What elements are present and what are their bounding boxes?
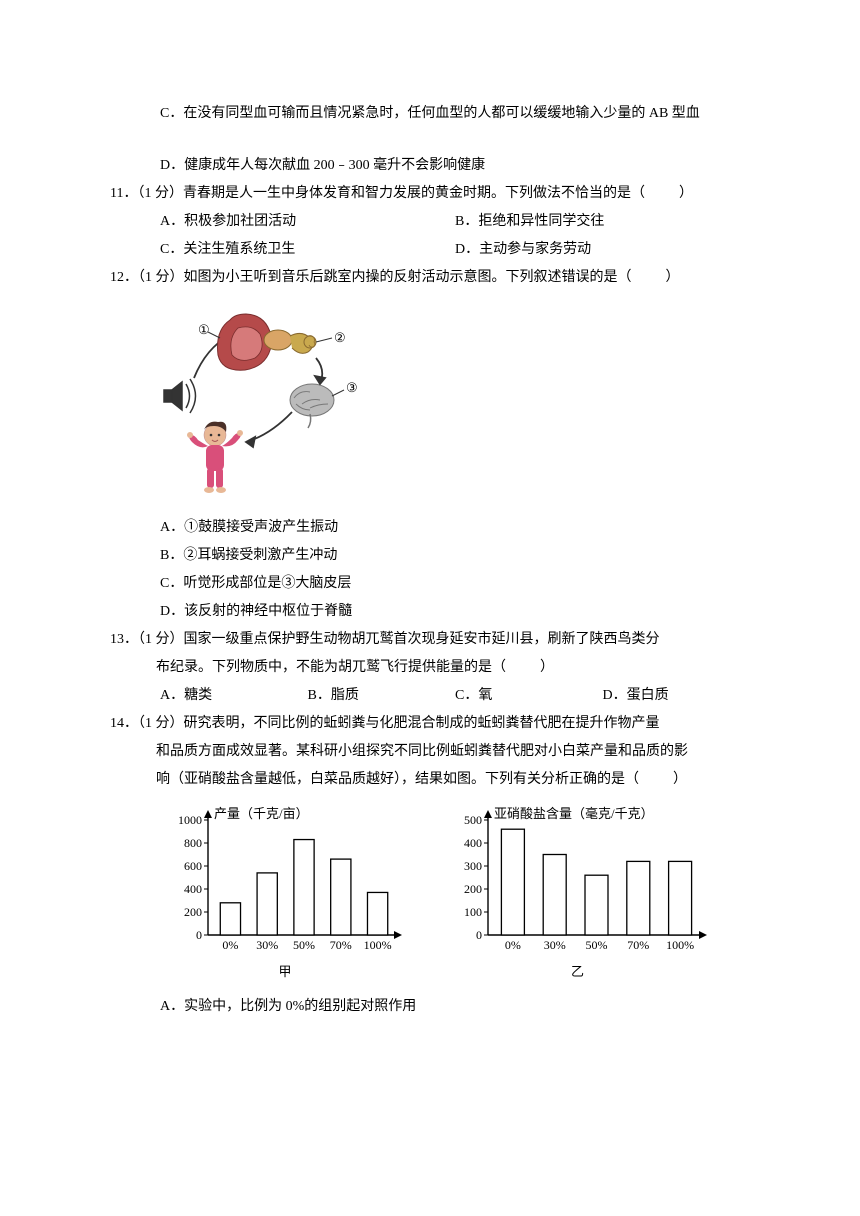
q14-stem-l3: 响（亚硝酸盐含量越低，白菜品质越好），结果如图。下列有关分析正确的是（） <box>110 766 750 794</box>
q13-stem-l1: 13．（1 分）国家一级重点保护野生动物胡兀鹫首次现身延安市延川县，刷新了陕西鸟… <box>110 626 750 654</box>
arrow-ear-brain <box>315 358 325 384</box>
svg-text:亚硝酸盐含量（毫克/千克）: 亚硝酸盐含量（毫克/千克） <box>494 806 654 821</box>
svg-text:50%: 50% <box>293 938 315 952</box>
paren: ） <box>679 186 693 201</box>
label-two: ② <box>316 330 346 345</box>
svg-text:0%: 0% <box>505 938 521 952</box>
q12-stem: 12．（1 分）如图为小王听到音乐后跳室内操的反射活动示意图。下列叙述错误的是（… <box>110 264 750 292</box>
svg-text:70%: 70% <box>330 938 352 952</box>
svg-text:100%: 100% <box>666 938 694 952</box>
q14-chart2: 0 100 200 300 400 500 0% 30% 50% 70% 100% 亚硝酸盐含量（毫克… <box>440 802 715 985</box>
q11-options-row1: A．积极参加社团活动 B．拒绝和异性同学交往 <box>110 208 750 236</box>
svg-text:0: 0 <box>196 928 202 942</box>
svg-text:800: 800 <box>184 836 202 850</box>
q11-optD: D．主动参与家务劳动 <box>455 236 750 264</box>
svg-text:0%: 0% <box>222 938 238 952</box>
q12-figure: ① ② ③ <box>110 300 750 506</box>
svg-text:400: 400 <box>464 836 482 850</box>
ear-diagram <box>218 314 317 370</box>
q11-stem-text: 11．（1 分）青春期是人一生中身体发育和智力发展的黄金时期。下列做法不恰当的是… <box>110 186 645 201</box>
q14-stem-l2: 和品质方面成效显著。某科研小组探究不同比例蚯蚓粪替代肥对小白菜产量和品质的影 <box>110 738 750 766</box>
svg-text:500: 500 <box>464 813 482 827</box>
svg-text:产量（千克/亩）: 产量（千克/亩） <box>214 806 309 821</box>
q11-optC: C．关注生殖系统卫生 <box>160 236 455 264</box>
q14-stem-l1: 14．（1 分）研究表明，不同比例的蚯蚓粪与化肥混合制成的蚯蚓粪替代肥在提升作物… <box>110 710 750 738</box>
svg-text:70%: 70% <box>627 938 649 952</box>
q12-optD: D．该反射的神经中枢位于脊髓 <box>110 598 750 626</box>
q12-optC: C．听觉形成部位是③大脑皮层 <box>110 570 750 598</box>
svg-text:0: 0 <box>476 928 482 942</box>
q12-optA: A．①鼓膜接受声波产生振动 <box>110 514 750 542</box>
q13-optA: A．糖类 <box>160 682 308 710</box>
q14-chart1: 0 200 400 600 800 1000 0% 30% 50% 70% 100% 产量（千克/亩）… <box>160 802 410 985</box>
prev-option-d: D．健康成年人每次献血 200﹣300 毫升不会影响健康 <box>110 152 750 180</box>
prev-option-c: C．在没有同型血可输而且情况紧急时，任何血型的人都可以缓缓地输入少量的 AB 型… <box>110 100 750 128</box>
svg-text:②: ② <box>334 330 346 345</box>
svg-text:30%: 30% <box>256 938 278 952</box>
q13-stem-l2: 布纪录。下列物质中，不能为胡兀鹫飞行提供能量的是（） <box>110 654 750 682</box>
speaker-icon <box>164 379 196 413</box>
chart2-caption: 乙 <box>440 959 715 985</box>
label-one: ① <box>198 322 220 338</box>
label-three: ③ <box>332 380 358 396</box>
svg-text:50%: 50% <box>586 938 608 952</box>
q13-optC: C．氧 <box>455 682 603 710</box>
q14-optA: A．实验中，比例为 0%的组别起对照作用 <box>110 993 750 1021</box>
brain-icon <box>290 384 334 428</box>
svg-text:1000: 1000 <box>178 813 202 827</box>
q11-optA: A．积极参加社团活动 <box>160 208 455 236</box>
svg-text:400: 400 <box>184 882 202 896</box>
q12-stem-text: 12．（1 分）如图为小王听到音乐后跳室内操的反射活动示意图。下列叙述错误的是（ <box>110 270 632 285</box>
svg-text:100%: 100% <box>364 938 392 952</box>
q13-optD: D．蛋白质 <box>603 682 751 710</box>
svg-text:①: ① <box>198 322 210 337</box>
q12-optB: B．②耳蜗接受刺激产生冲动 <box>110 542 750 570</box>
svg-text:200: 200 <box>184 905 202 919</box>
q14-charts: 020040060080010000%30%50%70%100%产量（千克/亩）… <box>110 802 750 985</box>
svg-text:30%: 30% <box>544 938 566 952</box>
chart1-caption: 甲 <box>160 959 410 985</box>
svg-text:100: 100 <box>464 905 482 919</box>
q13-options: A．糖类 B．脂质 C．氧 D．蛋白质 <box>110 682 750 710</box>
q13-optB: B．脂质 <box>308 682 456 710</box>
q11-stem: 11．（1 分）青春期是人一生中身体发育和智力发展的黄金时期。下列做法不恰当的是… <box>110 180 750 208</box>
person-icon <box>187 422 243 493</box>
svg-text:600: 600 <box>184 859 202 873</box>
svg-text:200: 200 <box>464 882 482 896</box>
arrow-brain-person <box>246 412 292 447</box>
svg-text:③: ③ <box>346 380 358 395</box>
q11-options-row2: C．关注生殖系统卫生 D．主动参与家务劳动 <box>110 236 750 264</box>
svg-text:300: 300 <box>464 859 482 873</box>
q11-optB: B．拒绝和异性同学交往 <box>455 208 750 236</box>
